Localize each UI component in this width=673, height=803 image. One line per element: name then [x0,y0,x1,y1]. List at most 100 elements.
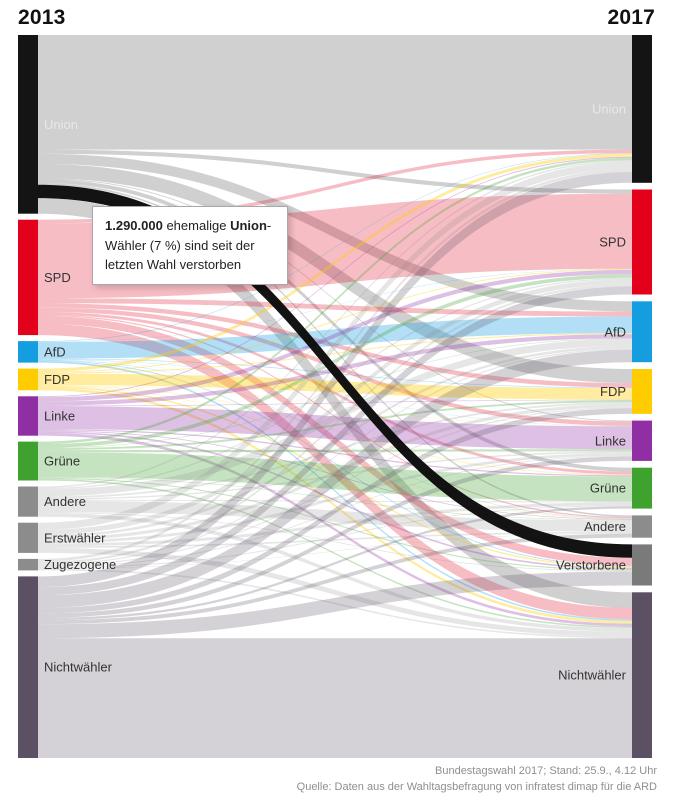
flow-AfD-to-Linke[interactable] [38,359,632,427]
flow-Grüne-to-Union[interactable] [38,157,632,445]
flow-FDP-to-Grüne[interactable] [38,385,632,476]
flow-Grüne-to-FDP[interactable] [38,400,632,451]
flow-Union-to-Nichtwähler[interactable] [38,198,632,608]
flow-Grüne-to-Verstorbene[interactable] [38,477,632,571]
flow-Grüne-to-Linke[interactable] [38,449,632,453]
flow-Linke-to-Grüne[interactable] [38,429,632,477]
node-2017-SPD[interactable] [632,189,652,295]
flow-Erstwähler-to-Union[interactable] [38,161,632,531]
flow-AfD-to-Andere[interactable] [38,359,632,519]
node-2013-Linke[interactable] [18,396,38,436]
flow-Union-to-Grüne[interactable] [38,179,632,472]
flow-Zugezogene-to-Grüne[interactable] [38,505,632,569]
flow-Erstwähler-to-Grüne[interactable] [38,502,632,547]
flow-Grüne-to-Andere[interactable] [38,477,632,521]
flow-AfD-to-Nichtwähler[interactable] [38,360,632,621]
flow-Andere-to-Grüne[interactable] [38,499,632,503]
flow-FDP-to-FDP[interactable] [38,373,632,400]
flow-Nichtwähler-to-Grüne[interactable] [38,506,632,621]
node-2013-Nichtwähler[interactable] [18,576,38,758]
flow-Linke-to-Nichtwähler[interactable] [38,432,632,627]
node-2013-Erstwähler[interactable] [18,522,38,553]
flow-Nichtwähler-to-Union[interactable] [38,172,632,588]
flow-AfD-to-Union[interactable] [38,153,632,342]
flow-Zugezogene-to-SPD[interactable] [38,284,632,564]
flow-Andere-to-Union[interactable] [38,160,632,488]
flow-Linke-to-Union[interactable] [38,156,632,398]
flow-Union-to-AfD[interactable] [38,153,632,312]
flow-FDP-to-Linke[interactable] [38,385,632,427]
flow-Union-to-Andere[interactable] [38,183,632,517]
flow-AfD-to-SPD[interactable] [38,268,632,342]
flow-Andere-to-Andere[interactable] [38,500,632,532]
flow-Andere-to-Linke[interactable] [38,451,632,500]
node-2017-AfD[interactable] [632,301,652,363]
flow-SPD-to-FDP[interactable] [38,303,632,388]
flow-SPD-to-Union[interactable] [38,149,632,224]
flow-Linke-to-SPD[interactable] [38,269,632,402]
flow-Erstwähler-to-FDP[interactable] [38,404,632,541]
flow-FDP-to-SPD[interactable] [38,269,632,373]
flow-Erstwähler-to-SPD[interactable] [38,279,632,535]
flow-SPD-to-Grüne[interactable] [38,311,632,475]
flow-AfD-to-Verstorbene[interactable] [38,360,632,567]
highlighted-flow-Union-to-Verstorbene[interactable] [38,184,632,558]
flow-Grüne-to-SPD[interactable] [38,274,632,448]
flow-Linke-to-Linke[interactable] [38,406,632,450]
flow-SPD-to-Verstorbene[interactable] [38,316,632,566]
flow-Zugezogene-to-Andere[interactable] [38,533,632,569]
flow-SPD-to-Nichtwähler[interactable] [38,323,632,620]
node-2017-Grüne[interactable] [632,467,652,509]
node-2017-FDP[interactable] [632,369,652,414]
node-2017-Andere[interactable] [632,515,652,538]
node-2017-Union[interactable] [632,35,652,183]
node-2017-Linke[interactable] [632,420,652,461]
node-2017-Nichtwähler[interactable] [632,592,652,758]
node-2013-SPD[interactable] [18,219,38,336]
node-2013-Zugezogene[interactable] [18,558,38,571]
flow-Zugezogene-to-AfD[interactable] [38,348,632,566]
flow-Andere-to-AfD[interactable] [38,338,632,497]
flow-Linke-to-Verstorbene[interactable] [38,431,632,570]
node-2013-Grüne[interactable] [18,441,38,481]
flow-FDP-to-Verstorbene[interactable] [38,386,632,568]
node-2013-Union[interactable] [18,35,38,214]
flow-Linke-to-Andere[interactable] [38,430,632,520]
flow-Grüne-to-Grüne[interactable] [38,452,632,502]
flow-AfD-to-Grüne[interactable] [38,359,632,475]
flow-Nichtwähler-to-SPD[interactable] [38,286,632,596]
flow-Linke-to-FDP[interactable] [38,399,632,407]
flow-Union-to-Union[interactable] [38,35,632,150]
flow-Zugezogene-to-Nichtwähler[interactable] [38,568,632,639]
flow-Andere-to-SPD[interactable] [38,277,632,490]
flow-SPD-to-AfD[interactable] [38,298,632,317]
flow-Grüne-to-AfD[interactable] [38,338,632,449]
node-2017-Verstorbene[interactable] [632,544,652,586]
flow-Erstwähler-to-Andere[interactable] [38,531,632,548]
flow-Zugezogene-to-Linke[interactable] [38,455,632,568]
flow-Grüne-to-Nichtwähler[interactable] [38,478,632,628]
flow-Union-to-SPD[interactable] [38,149,632,194]
node-2013-Andere[interactable] [18,486,38,517]
flow-Erstwähler-to-Linke[interactable] [38,452,632,544]
flow-Andere-to-Verstorbene[interactable] [38,512,632,572]
flow-Nichtwähler-to-Linke[interactable] [38,456,632,618]
flow-Nichtwähler-to-Nichtwähler[interactable] [38,638,632,758]
flow-Union-to-FDP[interactable] [38,163,632,384]
flow-Andere-to-FDP[interactable] [38,402,632,499]
flow-AfD-to-AfD[interactable] [38,316,632,359]
node-2013-AfD[interactable] [18,341,38,363]
flow-FDP-to-Andere[interactable] [38,385,632,519]
flow-Union-to-Linke[interactable] [38,178,632,422]
node-2013-FDP[interactable] [18,368,38,391]
flow-FDP-to-AfD[interactable] [38,333,632,374]
flow-Nichtwähler-to-AfD[interactable] [38,349,632,608]
flow-Zugezogene-to-FDP[interactable] [38,407,632,567]
flow-Erstwähler-to-AfD[interactable] [38,345,632,538]
flow-Andere-to-Nichtwähler[interactable] [38,513,632,632]
flow-Nichtwähler-to-Verstorbene[interactable] [38,571,632,639]
flow-FDP-to-Union[interactable] [38,153,632,372]
flow-SPD-to-Andere[interactable] [38,314,632,519]
flow-Erstwähler-to-Nichtwähler[interactable] [38,547,632,637]
flow-FDP-to-Nichtwähler[interactable] [38,387,632,624]
